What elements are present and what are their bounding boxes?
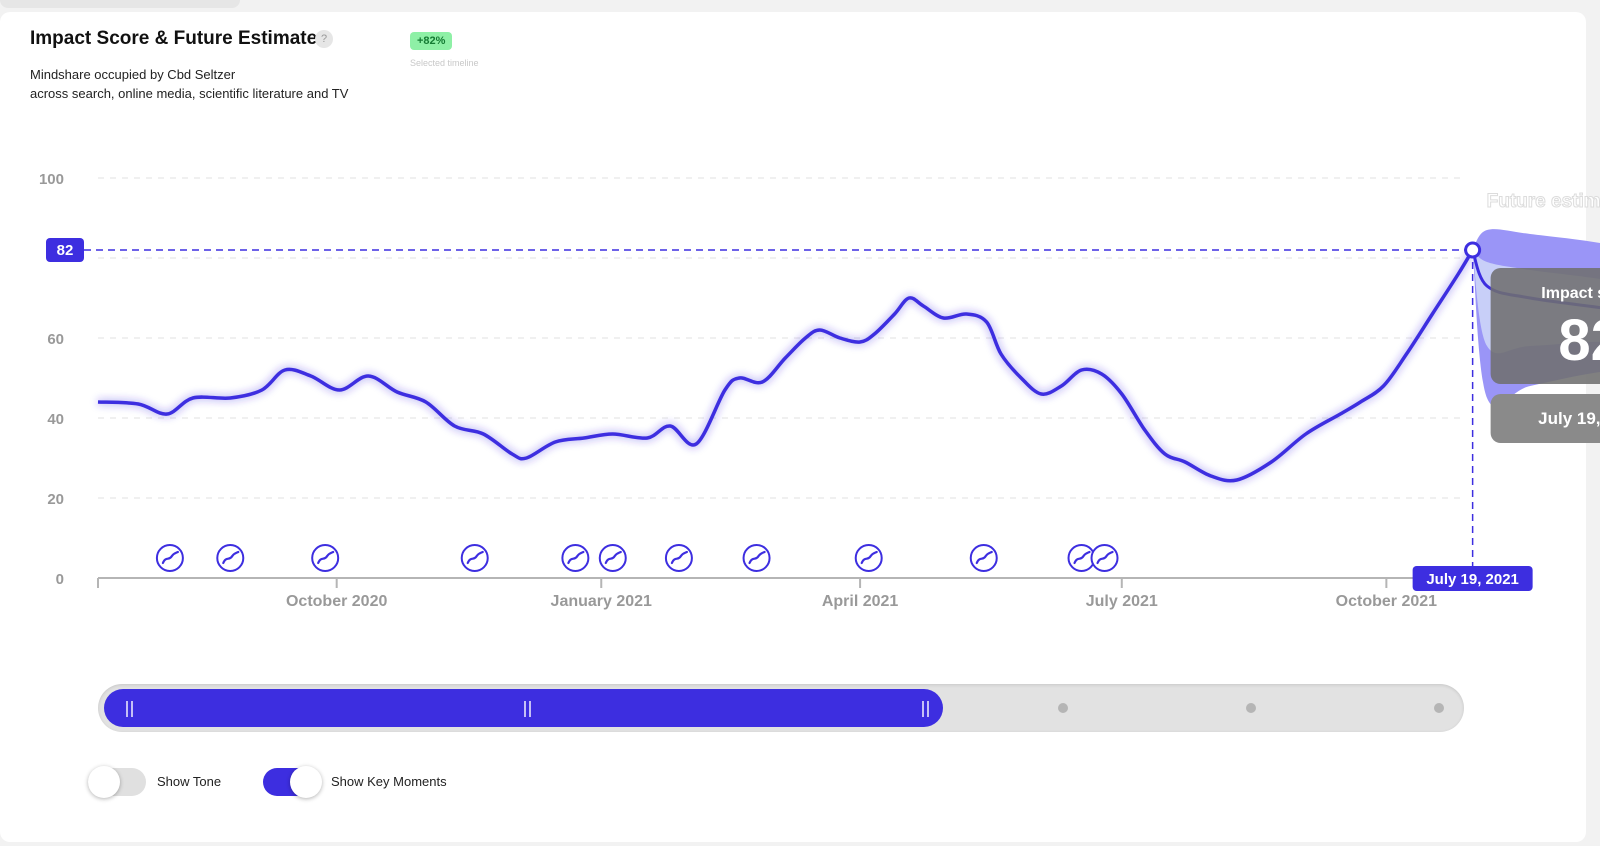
slider-step-dot[interactable] — [1246, 703, 1256, 713]
key-moment-trend — [1096, 550, 1114, 565]
selected-date-marker-bg — [1412, 566, 1533, 591]
key-moment-icon[interactable] — [216, 544, 245, 572]
key-moment-trend — [1073, 550, 1091, 565]
key-moment-icon[interactable] — [561, 544, 590, 572]
tooltip-title: Impact score — [1541, 285, 1600, 302]
selected-date-marker: July 19, 2021 — [1412, 566, 1533, 591]
key-moment-trend — [161, 550, 179, 565]
timeline-selected-range[interactable] — [104, 689, 944, 727]
key-moment-icon[interactable] — [460, 544, 489, 572]
impact-score-chart: 0 20 40 60 100 October 2020 January 2021 April… — [39, 171, 1600, 610]
key-moment-icon[interactable] — [664, 544, 693, 572]
selected-value-marker: 82 — [46, 238, 84, 262]
y-tick-label: 100 — [39, 171, 64, 188]
key-moment-icon[interactable] — [598, 544, 627, 572]
selected-point[interactable] — [1464, 241, 1482, 259]
key-moment-icon[interactable] — [969, 544, 998, 572]
subtitle-line-1: Mindshare occupied by Cbd Seltzer — [30, 67, 236, 82]
key-moment-trend — [567, 550, 585, 565]
x-tick-label: April 2021 — [822, 593, 899, 610]
help-icon[interactable]: ? — [315, 30, 333, 48]
tooltip-value: 82 — [1558, 308, 1600, 373]
tooltip-date-box — [1490, 394, 1600, 443]
key-moment-icon[interactable] — [155, 544, 184, 572]
key-moment-trend — [670, 550, 689, 565]
key-moment-icon[interactable] — [311, 544, 340, 572]
x-tick-label: July 2021 — [1086, 593, 1158, 610]
y-tick-label: 40 — [47, 411, 64, 428]
impact-line-glow — [97, 248, 1476, 484]
tooltip-date: July 19, 2021 — [1538, 409, 1600, 428]
key-moment-trend — [222, 550, 240, 565]
y-tick-label: 0 — [56, 571, 64, 588]
key-moment-icon[interactable] — [1090, 544, 1119, 572]
impact-line — [97, 249, 1475, 483]
slider-right-handle[interactable] — [920, 701, 932, 717]
chart-subtitle: Mindshare occupied by Cbd Seltzer across… — [30, 65, 348, 103]
show-key-moments-label: Show Key Moments — [331, 774, 447, 789]
page-title: Impact Score & Future Estimate — [30, 28, 318, 49]
key-moment-trend — [975, 550, 993, 565]
show-tone-toggle[interactable] — [88, 766, 146, 798]
slider-step-dot[interactable] — [1434, 703, 1444, 713]
key-moment-icon[interactable] — [854, 544, 883, 572]
selected-value-label: 82 — [57, 242, 74, 259]
x-tick-label: October 2021 — [1336, 593, 1437, 610]
show-key-moments-knob — [290, 766, 322, 798]
subtitle-line-2: across search, online media, scientific … — [30, 86, 349, 101]
future-estimate-label: Future estimate — [1487, 191, 1600, 212]
key-moment-trend — [860, 550, 878, 565]
slider-left-handle[interactable] — [124, 701, 136, 717]
show-tone-label: Show Tone — [157, 774, 222, 789]
impact-tooltip: Impact score 82 July 19, 2021 — [1490, 268, 1600, 443]
timeline-slider[interactable] — [98, 684, 1464, 732]
x-tick-label: January 2021 — [551, 593, 653, 610]
show-key-moments-toggle[interactable] — [263, 766, 322, 798]
y-tick-label: 20 — [47, 491, 64, 508]
key-moment-trend — [604, 550, 622, 565]
slider-step-dot[interactable] — [1058, 703, 1068, 713]
show-tone-knob — [88, 766, 120, 798]
key-moment-trend — [466, 550, 484, 565]
growth-badge: +82% — [410, 32, 453, 50]
key-moment-trend — [748, 550, 766, 565]
tooltip-score-box — [1490, 268, 1600, 384]
key-moment-icon[interactable] — [742, 544, 771, 572]
selected-value-marker-bg — [46, 238, 84, 262]
slider-middle-handle[interactable] — [522, 701, 534, 717]
y-tick-label: 60 — [47, 331, 64, 348]
top-tab-edge — [0, 0, 240, 8]
badge-caption: Selected timeline — [410, 58, 479, 68]
selected-date-label: July 19, 2021 — [1426, 571, 1519, 588]
x-tick-label: October 2020 — [286, 593, 387, 610]
key-moment-trend — [317, 550, 335, 565]
